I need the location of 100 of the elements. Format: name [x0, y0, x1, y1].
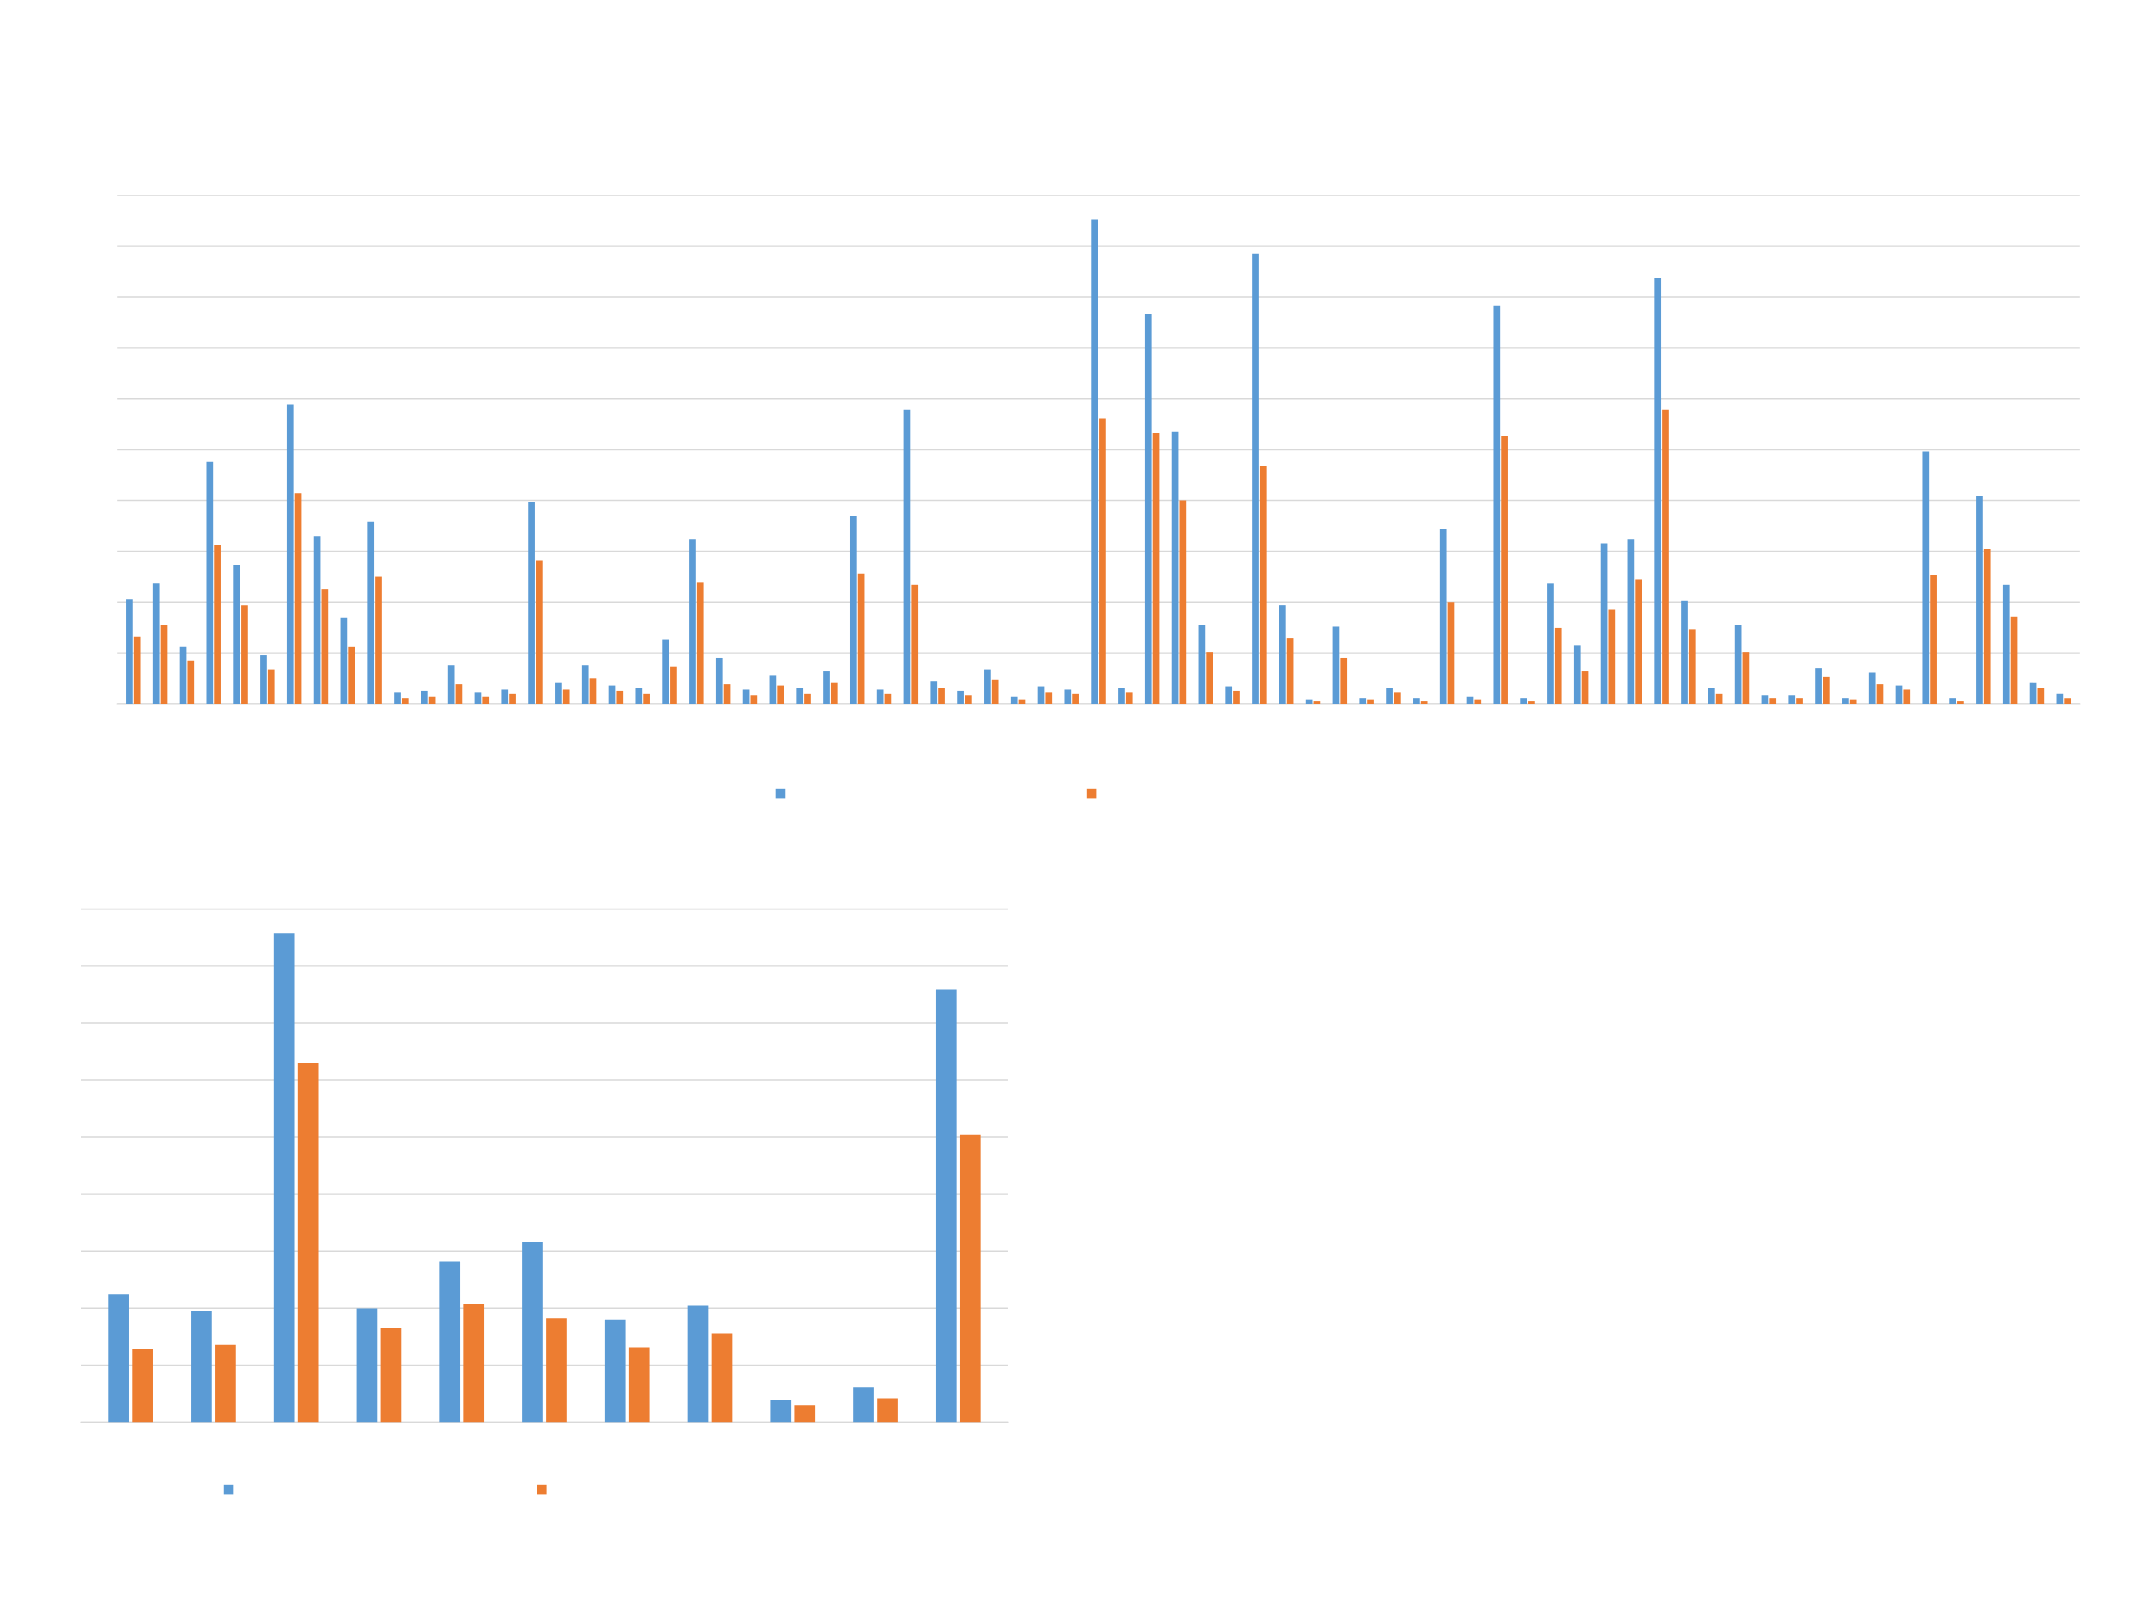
bar — [420, 690, 428, 704]
bar — [394, 692, 401, 704]
bar — [241, 605, 248, 704]
bar — [1922, 451, 1930, 704]
bar — [1332, 626, 1340, 704]
bar — [1118, 688, 1125, 704]
bar — [562, 689, 570, 704]
bar — [546, 1318, 567, 1423]
bar — [133, 636, 141, 704]
bar — [804, 693, 811, 704]
bar — [911, 584, 919, 704]
bar — [1091, 219, 1098, 704]
bar — [1099, 418, 1106, 704]
bar — [635, 688, 643, 704]
bar — [830, 682, 838, 704]
bar — [313, 536, 321, 704]
bar — [794, 1405, 816, 1423]
bar — [770, 1399, 792, 1423]
bar — [267, 669, 275, 704]
bar — [1761, 695, 1769, 704]
bar — [1688, 629, 1696, 704]
bar — [823, 671, 830, 704]
bar — [1573, 645, 1581, 704]
bar — [1144, 313, 1152, 704]
bar — [297, 1062, 319, 1423]
bar — [1125, 692, 1133, 704]
bar — [233, 564, 240, 704]
bar — [1608, 609, 1616, 704]
bar — [2002, 584, 2010, 704]
bar — [670, 666, 677, 704]
bar — [991, 679, 999, 704]
bar — [1010, 696, 1018, 704]
bar — [1707, 688, 1715, 704]
bar — [126, 599, 133, 704]
bar — [108, 1294, 129, 1423]
bar — [1501, 436, 1508, 704]
bar — [1769, 698, 1777, 704]
bar — [1554, 627, 1562, 704]
bar — [401, 698, 409, 704]
bar — [1439, 529, 1447, 704]
bar — [1842, 698, 1849, 704]
bar — [1581, 671, 1589, 704]
bar — [1072, 693, 1079, 704]
bar — [1957, 701, 1964, 704]
bar — [1233, 690, 1240, 704]
bar — [965, 695, 972, 704]
bar — [1868, 672, 1876, 704]
bar — [1734, 625, 1742, 704]
bar — [455, 684, 463, 704]
bar — [715, 657, 723, 704]
bar — [367, 521, 375, 704]
bar — [1045, 692, 1053, 704]
bar — [160, 625, 168, 704]
bar — [1627, 539, 1635, 704]
bar — [439, 1261, 461, 1423]
bar — [191, 1310, 212, 1423]
bar — [687, 1305, 709, 1423]
bar — [696, 582, 704, 704]
bar — [1198, 625, 1206, 704]
bar — [474, 692, 482, 704]
bar — [1796, 698, 1803, 704]
bar — [689, 539, 696, 704]
bar — [1876, 684, 1884, 704]
bar — [1359, 698, 1367, 704]
bar — [1367, 699, 1374, 704]
bar — [1949, 698, 1956, 704]
bar — [616, 690, 624, 704]
bar — [1976, 496, 1983, 704]
bar — [1681, 600, 1688, 704]
bar — [286, 404, 294, 704]
bar — [1259, 466, 1267, 704]
bar — [1340, 657, 1348, 704]
bar — [447, 665, 455, 704]
bar — [132, 1349, 153, 1423]
bar — [348, 646, 356, 704]
bar — [522, 1241, 543, 1423]
bar — [711, 1333, 733, 1423]
bar — [501, 689, 509, 704]
bar — [206, 461, 214, 704]
bar — [769, 675, 777, 704]
bar — [1742, 652, 1750, 704]
bar — [1849, 699, 1857, 704]
bar — [2064, 698, 2072, 704]
bar — [509, 693, 516, 704]
bar — [1252, 253, 1259, 704]
bar — [1413, 698, 1420, 704]
bar — [294, 493, 302, 704]
bar — [1930, 575, 1937, 704]
bar — [1206, 652, 1214, 704]
bar — [1386, 688, 1393, 704]
bar — [1286, 638, 1294, 704]
bar — [1983, 548, 1991, 704]
bar — [930, 681, 938, 704]
bar — [796, 688, 804, 704]
bar — [604, 1319, 626, 1423]
bar — [643, 693, 650, 704]
bar — [356, 1308, 378, 1423]
bar — [215, 1344, 236, 1423]
bar — [482, 696, 490, 704]
bar — [260, 655, 267, 704]
